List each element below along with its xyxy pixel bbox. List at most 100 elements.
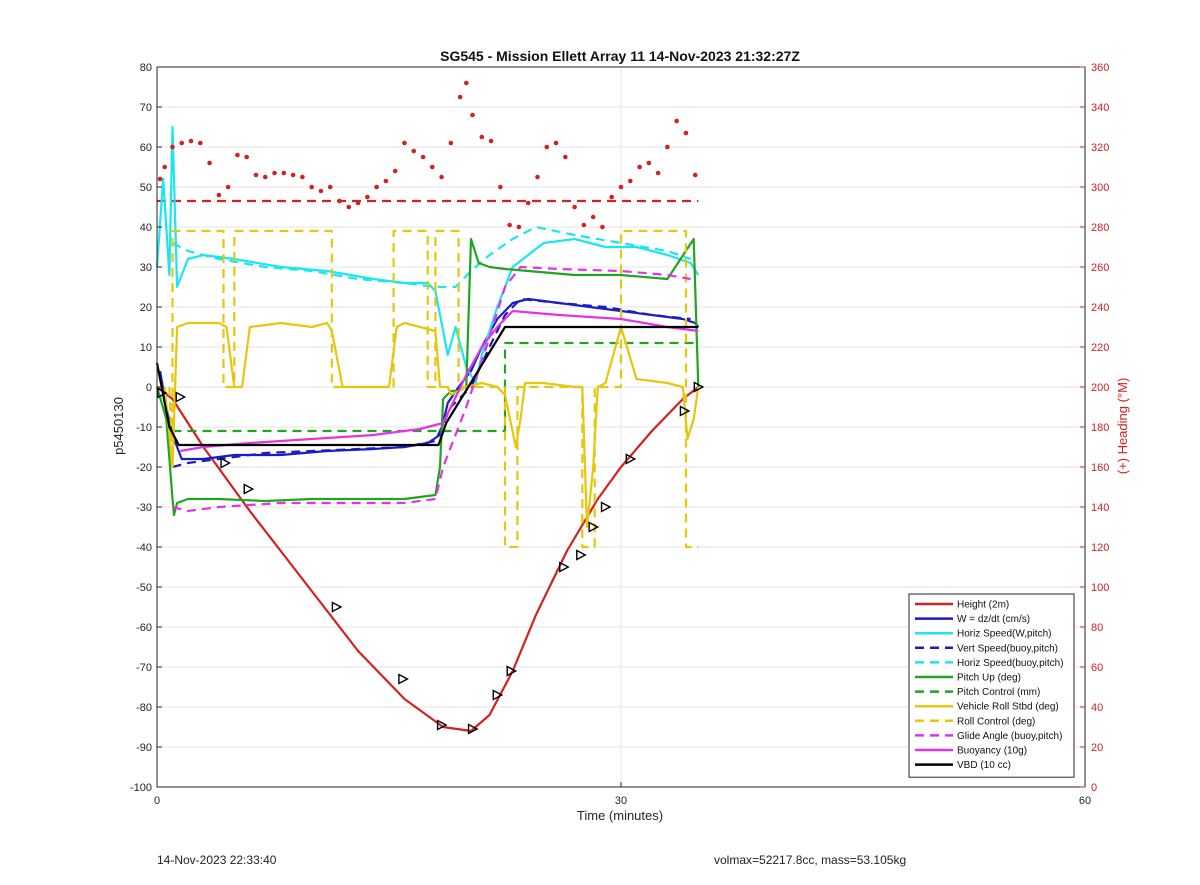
y2-tick-label: 240	[1091, 302, 1109, 314]
series-line-height-2m	[156, 386, 699, 733]
dive-marker	[576, 549, 587, 561]
legend-label: W = dz/dt (cm/s)	[957, 614, 1030, 625]
heading-point	[563, 154, 568, 160]
legend-label: Vehicle Roll Stbd (deg)	[957, 702, 1059, 713]
legend-label: Horiz Speed(buoy,pitch)	[957, 658, 1064, 669]
heading-layer	[157, 80, 698, 230]
y-tick-label: -20	[136, 462, 152, 474]
y-tick-label: 20	[140, 302, 152, 314]
heading-point	[272, 170, 277, 176]
y-tick-label: 80	[140, 62, 152, 74]
y2-tick-label: 40	[1091, 702, 1103, 714]
legend-label: Pitch Control (mm)	[957, 687, 1040, 698]
dive-marker	[220, 457, 232, 469]
x-axis-label: Time (minutes)	[577, 808, 663, 823]
heading-point	[507, 222, 512, 228]
legend-label: Roll Control (deg)	[957, 716, 1035, 727]
legend-label: Vert Speed(buoy,pitch)	[957, 643, 1058, 654]
y2-tick-label: 120	[1091, 542, 1109, 554]
heading-point	[411, 148, 417, 154]
legend-label: VBD (10 cc)	[957, 760, 1011, 771]
series-line-horiz-speed-w-pitch	[155, 125, 700, 385]
series-line-pitch-up-deg	[155, 237, 700, 517]
heading-point	[535, 174, 540, 180]
y-tick-label: 30	[140, 262, 152, 274]
y2-axis-label: (+) Heading (°M)	[1115, 378, 1130, 475]
series-layer	[155, 125, 700, 733]
y-tick-label: 0	[146, 382, 152, 394]
y-tick-label: -70	[136, 662, 152, 674]
heading-point	[327, 184, 333, 190]
footer-vehicle-info: volmax=52217.8cc, mass=53.105kg	[714, 853, 907, 867]
heading-point	[365, 194, 370, 200]
heading-point	[448, 140, 454, 146]
footer-timestamp: 14-Nov-2023 22:33:40	[157, 853, 277, 867]
heading-point	[355, 200, 361, 206]
heading-point	[581, 222, 587, 228]
series-line-roll-control-deg	[168, 229, 699, 549]
y2-tick-label: 140	[1091, 502, 1109, 514]
heading-point	[618, 184, 624, 190]
heading-point	[337, 198, 342, 204]
tick-layer: -100-90-80-70-60-50-40-30-20-10010203040…	[130, 62, 1109, 807]
y-tick-label: -40	[136, 542, 152, 554]
y-tick-label: -100	[130, 782, 152, 794]
series-line-vert-speed-buoy-pitch	[172, 297, 691, 469]
y2-tick-label: 340	[1091, 102, 1109, 114]
heading-point	[244, 154, 250, 160]
heading-point	[516, 224, 522, 230]
heading-point	[290, 172, 296, 178]
dive-marker	[436, 719, 448, 731]
heading-point	[553, 140, 559, 146]
heading-point	[609, 194, 615, 200]
dive-marker	[693, 381, 705, 393]
y2-tick-label: 0	[1091, 782, 1097, 794]
heading-point	[198, 140, 203, 146]
heading-point	[590, 214, 596, 220]
heading-point	[665, 144, 670, 150]
legend-label: Height (2m)	[957, 600, 1009, 611]
heading-point	[430, 164, 435, 170]
dive-marker	[467, 723, 479, 735]
y-tick-label: -60	[136, 622, 152, 634]
heading-point	[525, 200, 531, 206]
y2-tick-label: 60	[1091, 662, 1103, 674]
y-tick-label: 60	[140, 142, 152, 154]
dive-marker	[492, 689, 504, 701]
heading-point	[179, 140, 185, 146]
x-tick-label: 0	[154, 795, 160, 807]
y2-tick-label: 320	[1091, 142, 1109, 154]
y-tick-label: -90	[136, 742, 152, 754]
chart-title: SG545 - Mission Ellett Array 11 14-Nov-2…	[440, 48, 800, 64]
heading-point	[216, 192, 222, 198]
series-line-glide-angle-buoy-pitch	[172, 265, 691, 513]
y-tick-label: -10	[136, 422, 152, 434]
heading-point	[235, 152, 240, 158]
y2-tick-label: 360	[1091, 62, 1109, 74]
heading-point	[600, 224, 605, 230]
heading-point	[464, 80, 469, 86]
y-tick-label: 70	[140, 102, 152, 114]
legend-label: Horiz Speed(W,pitch)	[957, 629, 1051, 640]
series-line-w-dz-dt-cm-s	[159, 297, 700, 461]
y2-tick-label: 220	[1091, 342, 1109, 354]
legend-box	[908, 593, 1075, 778]
y2-tick-label: 300	[1091, 182, 1109, 194]
heading-point	[162, 164, 168, 170]
dive-marker-layer	[156, 381, 705, 735]
heading-point	[392, 168, 398, 174]
heading-point	[157, 176, 163, 182]
dive-marker	[398, 673, 409, 685]
heading-point	[420, 154, 426, 160]
heading-point	[262, 174, 268, 180]
dive-marker	[600, 501, 612, 513]
heading-point	[225, 184, 231, 190]
legend: Height (2m) W = dz/dt (cm/s) Horiz Speed(W…	[908, 593, 1075, 778]
heading-point	[470, 112, 475, 118]
heading-point	[572, 204, 577, 210]
dive-marker	[679, 405, 691, 417]
heading-point	[374, 184, 379, 190]
heading-point	[300, 174, 305, 180]
heading-point	[479, 134, 485, 140]
heading-point	[683, 130, 689, 136]
